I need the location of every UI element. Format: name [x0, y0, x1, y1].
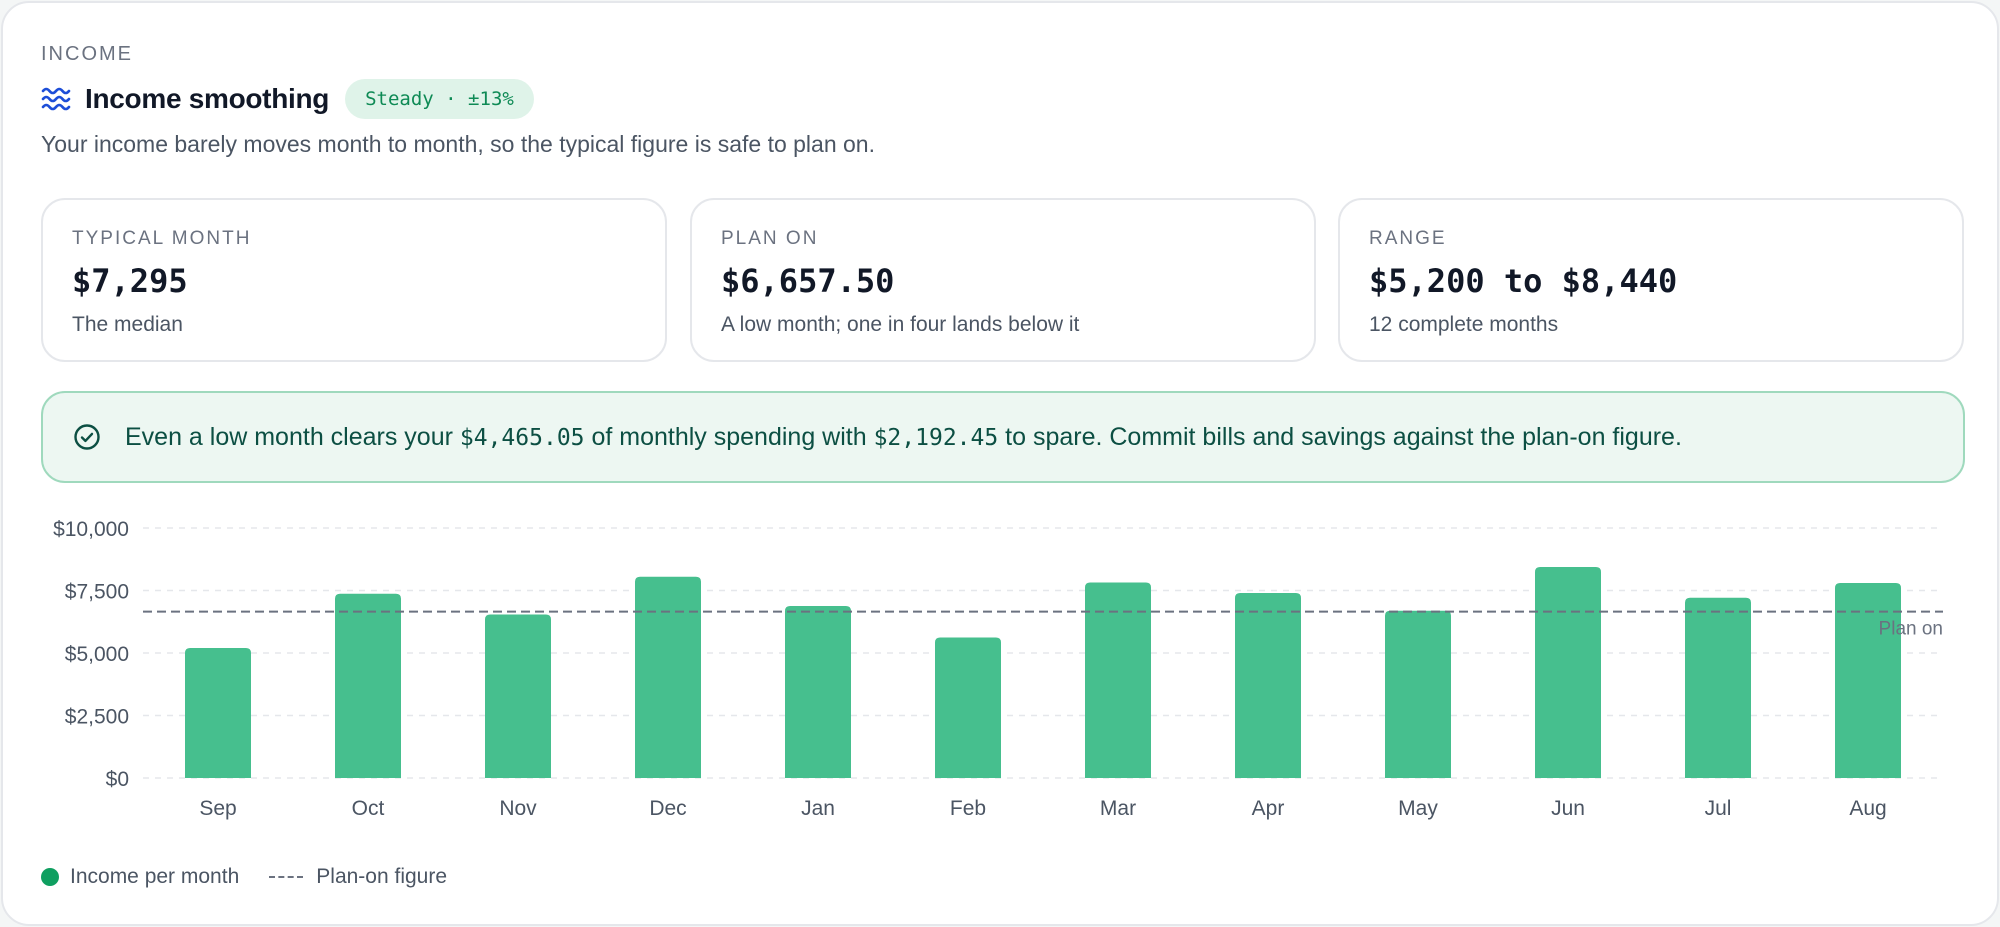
- bar: [635, 576, 701, 778]
- stat-label: TYPICAL MONTH: [72, 228, 252, 249]
- stat-typical-month: TYPICAL MONTH $7,295 The median: [41, 198, 667, 362]
- x-tick-label: Jun: [1551, 797, 1585, 820]
- x-tick-label: Feb: [950, 797, 986, 820]
- x-tick-label: Aug: [1849, 797, 1886, 820]
- x-tick-label: Nov: [499, 797, 537, 820]
- stat-label: PLAN ON: [721, 228, 819, 249]
- income-legend-label: Income per month: [70, 865, 240, 888]
- waves-icon: [41, 87, 71, 111]
- callout-text-part: of monthly spending with: [584, 422, 874, 451]
- y-tick-label: $2,500: [65, 706, 129, 729]
- callout-text-part: Even a low month clears your: [125, 422, 460, 451]
- x-tick-label: Jan: [801, 797, 835, 820]
- bar: [335, 593, 401, 778]
- bar: [1835, 583, 1901, 778]
- monthly-spending-amount: $4,465.05: [459, 424, 585, 451]
- volatility-badge: Steady · ±13%: [345, 79, 534, 119]
- chart-legend: Income per month Plan-on figure: [41, 865, 447, 889]
- x-tick-label: Sep: [199, 797, 236, 820]
- title-row: Income smoothing Steady · ±13%: [41, 77, 534, 121]
- plan-on-legend-swatch: [269, 876, 304, 878]
- x-tick-label: Dec: [649, 797, 686, 820]
- stat-value: $7,295: [72, 262, 188, 300]
- plan-on-line-label: Plan on: [1879, 619, 1943, 640]
- bar: [485, 614, 551, 778]
- y-tick-label: $7,500: [65, 581, 129, 604]
- bar: [785, 606, 851, 778]
- card-title: Income smoothing: [85, 83, 330, 114]
- stat-value: $5,200 to $8,440: [1369, 262, 1678, 300]
- bar: [1085, 582, 1151, 778]
- bar: [185, 648, 251, 778]
- bar: [1685, 597, 1751, 778]
- bar: [1385, 610, 1451, 778]
- income-legend-swatch: [41, 868, 59, 886]
- check-circle-icon: [74, 424, 100, 450]
- stat-label: RANGE: [1369, 228, 1447, 249]
- x-tick-label: Oct: [352, 797, 385, 820]
- x-tick-label: Apr: [1252, 797, 1285, 820]
- stat-plan-on: PLAN ON $6,657.50 A low month; one in fo…: [690, 198, 1316, 362]
- spending-callout: Even a low month clears your $4,465.05 o…: [41, 391, 1965, 483]
- stat-range: RANGE $5,200 to $8,440 12 complete month…: [1338, 198, 1964, 362]
- stat-note: The median: [72, 313, 183, 336]
- x-tick-label: May: [1398, 797, 1438, 820]
- y-tick-label: $0: [106, 768, 129, 791]
- card-subtitle: Your income barely moves month to month,…: [41, 131, 875, 157]
- callout-text: Even a low month clears your $4,465.05 o…: [125, 423, 1682, 452]
- plan-on-legend-label: Plan-on figure: [316, 865, 448, 888]
- bar: [1235, 593, 1301, 778]
- y-tick-label: $5,000: [65, 643, 129, 666]
- section-eyebrow: INCOME: [41, 43, 133, 65]
- stat-note: A low month; one in four lands below it: [721, 313, 1080, 336]
- x-tick-label: Jul: [1705, 797, 1732, 820]
- stat-value: $6,657.50: [721, 262, 895, 300]
- x-tick-label: Mar: [1100, 797, 1136, 820]
- bar: [935, 637, 1001, 778]
- stat-note: 12 complete months: [1369, 313, 1559, 336]
- bar: [1535, 567, 1601, 778]
- y-tick-label: $10,000: [53, 518, 129, 541]
- callout-text-part: to spare. Commit bills and savings again…: [998, 422, 1682, 451]
- income-bar-chart: $0 $2,500 $5,000 $7,500 $10,000 Sep Oct Nov Dec J…: [53, 518, 1943, 820]
- spare-amount: $2,192.45: [873, 424, 999, 451]
